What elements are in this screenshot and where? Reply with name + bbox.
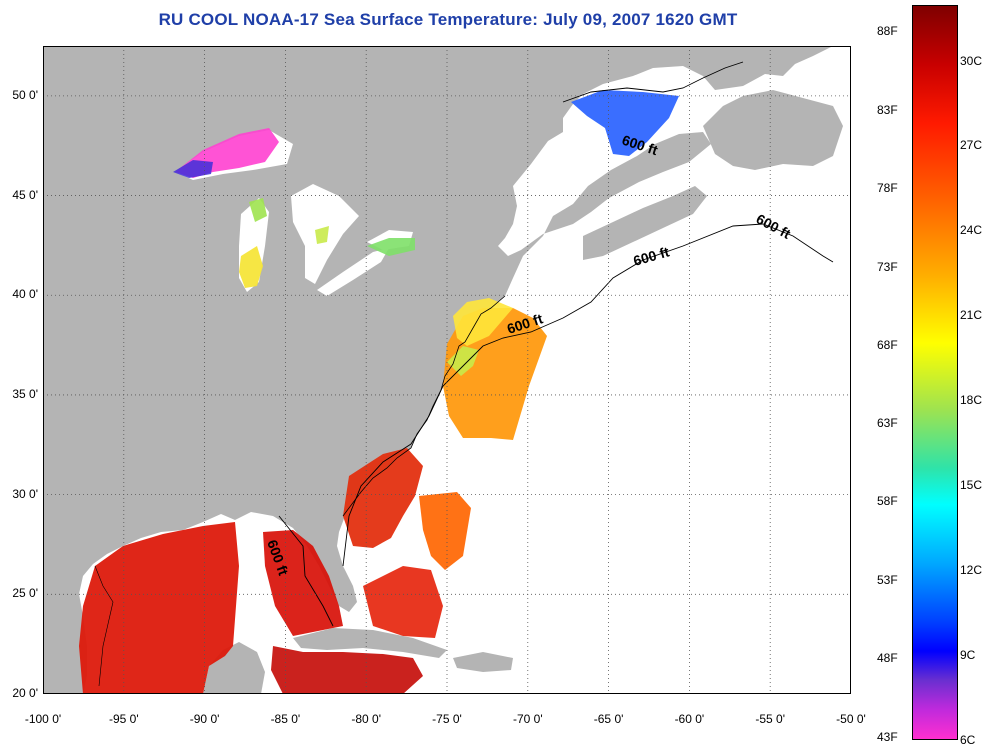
x-tick-label: -75 0' — [432, 712, 462, 726]
colorbar-c-label: 30C — [960, 54, 983, 68]
sst-gulf-stream-south — [419, 492, 471, 570]
graticule — [43, 46, 851, 694]
sst-map: 600 ft 600 ft 600 ft 600 ft 600 ft — [43, 46, 851, 694]
y-tick-label: 40 0' — [12, 287, 38, 302]
y-tick-label: 35 0' — [12, 386, 38, 401]
sst-lake-michigan-north — [249, 198, 267, 222]
colorbar-f-label: 83F — [877, 103, 898, 117]
temperature-colorbar — [912, 5, 958, 740]
land-nova-scotia — [583, 186, 707, 260]
map-title: RU COOL NOAA-17 Sea Surface Temperature:… — [158, 10, 738, 29]
colorbar-f-label: 88F — [877, 24, 898, 38]
y-tick-label: 50 0' — [12, 87, 38, 102]
mexico-border — [94, 565, 114, 687]
sst-gulf-st-lawrence — [571, 90, 679, 156]
colorbar-f-label: 68F — [877, 338, 898, 352]
sst-gulf-of-mexico — [79, 522, 239, 694]
y-tick-label: 45 0' — [12, 187, 38, 202]
colorbar-f-label: 78F — [877, 181, 898, 195]
colorbar-c-label: 15C — [960, 478, 983, 492]
lake-erie — [317, 248, 389, 296]
x-tick-label: -85 0' — [270, 712, 301, 726]
coastline — [342, 295, 506, 517]
colorbar-c-label: 27C — [960, 138, 983, 152]
colorbar-f-label: 43F — [877, 730, 898, 744]
sst-bahamas — [363, 566, 443, 638]
colorbar-f-label: 58F — [877, 494, 898, 508]
colorbar-c-label: 24C — [960, 223, 983, 237]
x-tick-label: -95 0' — [108, 712, 139, 726]
x-tick-label: -50 0' — [836, 712, 866, 726]
y-tick-label: 30 0' — [12, 486, 38, 501]
map-border — [43, 46, 851, 694]
sst-chesapeake — [447, 346, 479, 376]
sst-lake-huron-south — [315, 226, 329, 244]
land-yucatan — [203, 642, 265, 694]
colorbar-f-label: 73F — [877, 260, 898, 274]
x-tick-label: -70 0' — [512, 712, 543, 726]
sst-caribbean — [271, 646, 423, 694]
x-tick-label: -80 0' — [351, 712, 382, 726]
y-tick-label: 25 0' — [12, 586, 38, 601]
sst-new-jersey-shelf — [453, 298, 513, 346]
x-tick-label: -55 0' — [755, 712, 786, 726]
sst-lake-superior-west — [173, 160, 213, 178]
land-newfoundland — [703, 90, 843, 170]
colorbar-f-label: 53F — [877, 573, 898, 587]
sst-southeast-coast — [343, 448, 423, 548]
x-tick-label: -65 0' — [593, 712, 624, 726]
sst-gulf-east — [263, 530, 343, 636]
land-cuba — [293, 628, 447, 658]
land-north-america — [43, 46, 833, 694]
colorbar-c-label: 9C — [960, 648, 976, 662]
colorbar-f-label: 63F — [877, 416, 898, 430]
x-tick-label: -90 0' — [189, 712, 220, 726]
y-tick-label: 20 0' — [12, 686, 38, 700]
sst-lake-michigan — [239, 246, 263, 288]
colorbar-c-label: 21C — [960, 308, 983, 322]
contour-600ft — [278, 61, 834, 627]
colorbar-c-label: 18C — [960, 393, 983, 407]
x-tick-label: -60 0' — [674, 712, 705, 726]
sst-lake-erie — [367, 238, 415, 256]
x-tick-label: -100 0' — [24, 712, 62, 726]
colorbar-c-label: 6C — [960, 733, 976, 747]
land-hispaniola — [453, 652, 513, 672]
colorbar-c-label: 12C — [960, 563, 983, 577]
colorbar-f-label: 48F — [877, 651, 898, 665]
